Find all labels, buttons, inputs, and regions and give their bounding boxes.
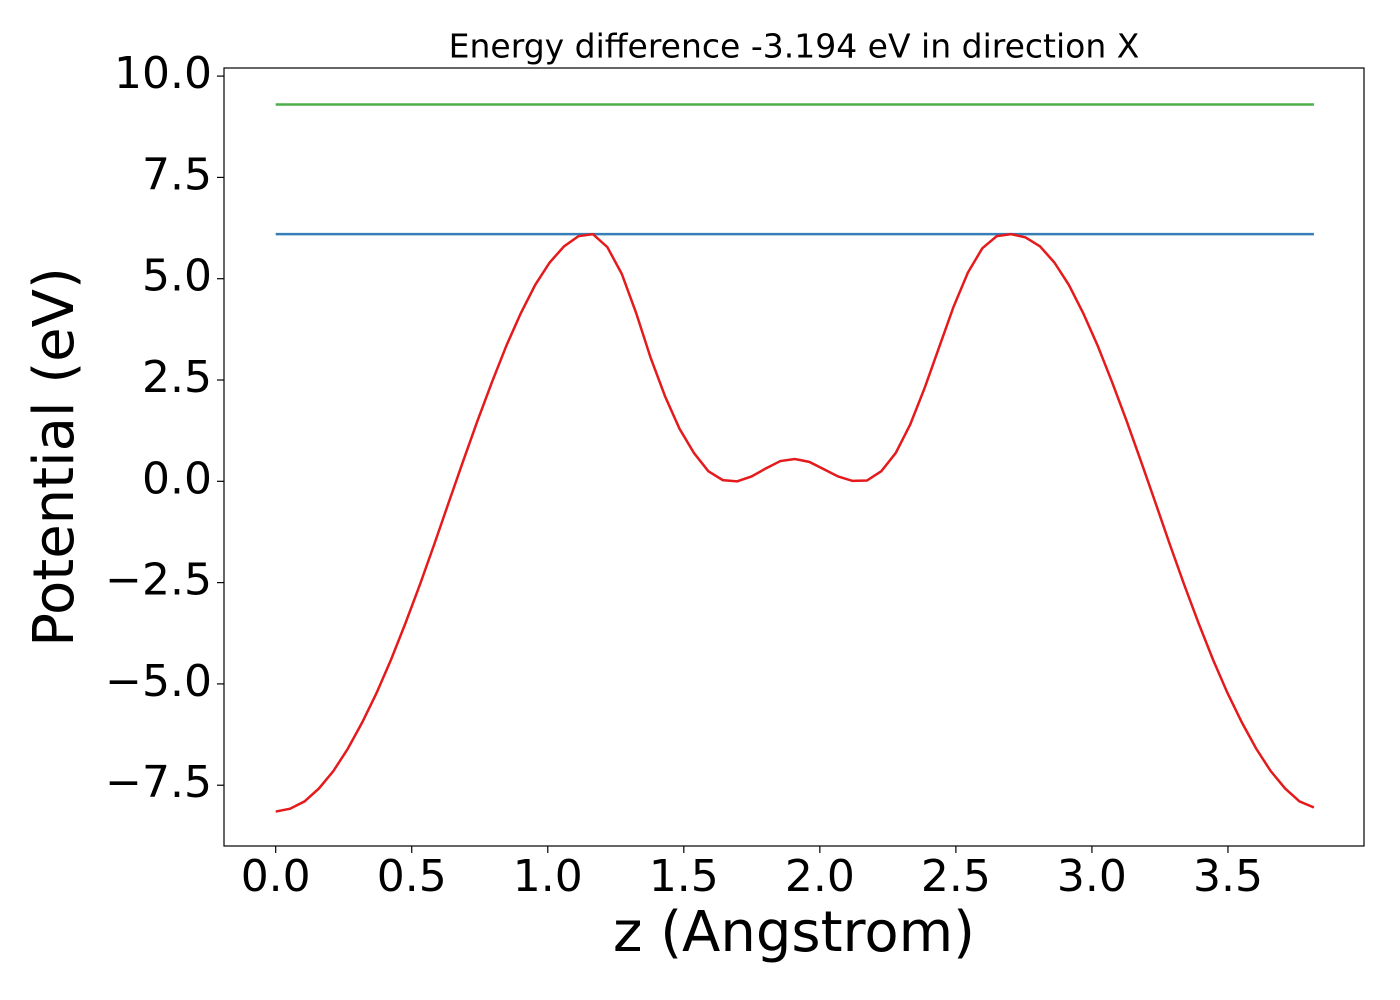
y-tick-label: 10.0 [114,48,212,99]
y-tick-label: 2.5 [142,352,212,403]
plot-frame [223,67,1365,847]
x-tick-label: 2.0 [785,851,855,902]
y-axis-label: Potential (eV) [22,267,87,647]
x-tick-label: 1.5 [649,851,719,902]
x-tick-label: 0.0 [241,851,311,902]
x-tick-label: 3.5 [1193,851,1263,902]
x-tick-label: 0.5 [377,851,447,902]
x-axis-label: z (Angstrom) [613,900,975,965]
y-tick-label: −5.0 [105,656,212,707]
y-tick-label: −2.5 [105,555,212,606]
x-tick-label: 2.5 [921,851,991,902]
x-tick-label: 3.0 [1057,851,1127,902]
chart-title: Energy difference -3.194 eV in direction… [449,27,1140,66]
line-series [275,232,1315,813]
y-tick-label: 0.0 [142,453,212,504]
x-tick-label: 1.0 [513,851,583,902]
y-tick-label: 5.0 [142,251,212,302]
y-tick-label: 7.5 [142,149,212,200]
y-tick-label: −7.5 [105,757,212,808]
